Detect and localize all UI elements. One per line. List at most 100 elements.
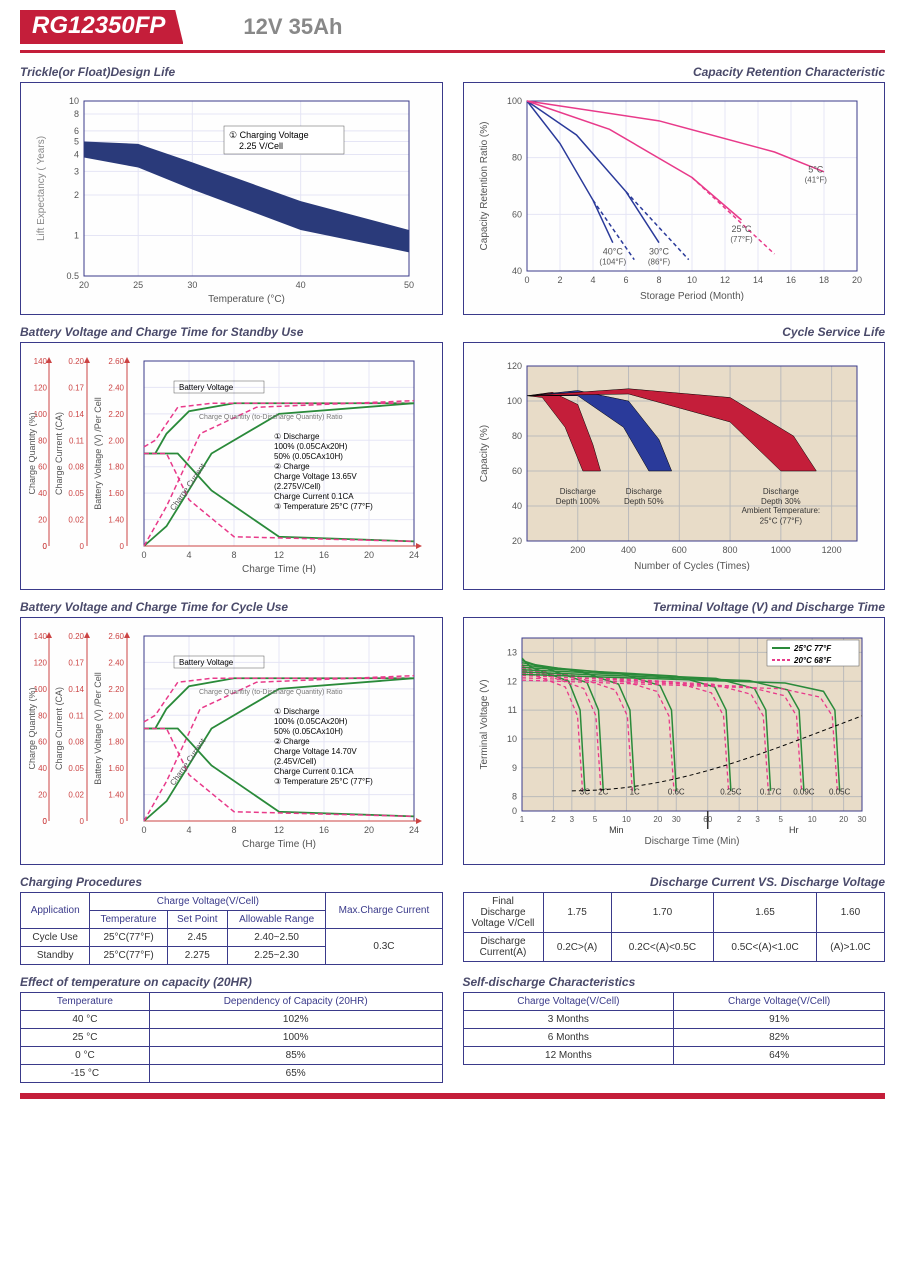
svg-text:5: 5 [592,815,597,824]
svg-text:5: 5 [778,815,783,824]
svg-text:Charge Quantity (%): Charge Quantity (%) [29,687,37,769]
chart5-title: Battery Voltage and Charge Time for Cycl… [20,600,443,614]
svg-text:0: 0 [120,817,125,826]
svg-text:1.80: 1.80 [108,463,124,472]
svg-text:Charge Current (CA): Charge Current (CA) [54,687,64,770]
svg-text:0.6C: 0.6C [667,788,684,797]
svg-text:Discharge: Discharge [762,487,799,496]
svg-text:(2.45V/Cell): (2.45V/Cell) [274,757,317,766]
svg-text:0.14: 0.14 [68,685,84,694]
svg-text:18: 18 [818,275,828,285]
svg-text:Min: Min [609,825,624,835]
svg-text:16: 16 [319,550,329,560]
svg-text:2.00: 2.00 [108,436,124,445]
svg-text:3: 3 [569,815,574,824]
svg-text:20: 20 [839,815,848,824]
svg-text:Charge Current (CA): Charge Current (CA) [54,412,64,495]
svg-text:0: 0 [141,825,146,835]
svg-text:Charge Voltage 13.65V: Charge Voltage 13.65V [274,472,357,481]
svg-text:20: 20 [38,516,47,525]
svg-text:③ Temperature 25°C (77°F): ③ Temperature 25°C (77°F) [274,502,373,511]
chart6: 89101112130123510203060235102030MinHrDis… [463,617,886,865]
svg-text:13: 13 [506,647,516,657]
svg-text:10: 10 [506,734,516,744]
svg-text:1.60: 1.60 [108,764,124,773]
svg-text:16: 16 [785,275,795,285]
svg-text:(2.275V/Cell): (2.275V/Cell) [274,482,321,491]
svg-text:① Discharge: ① Discharge [274,707,320,716]
svg-text:Depth 30%: Depth 30% [761,497,801,506]
svg-text:0: 0 [120,542,125,551]
svg-text:25°C (77°F): 25°C (77°F) [759,517,802,526]
svg-text:Charge Time (H): Charge Time (H) [242,839,316,850]
model-badge: RG12350FP [20,10,183,44]
svg-text:0: 0 [43,542,48,551]
svg-text:0.02: 0.02 [68,791,84,800]
svg-text:① Charging Voltage: ① Charging Voltage [229,130,309,140]
table2: Final Discharge Voltage V/Cell1.751.701.… [463,892,886,962]
svg-text:60: 60 [38,738,47,747]
svg-text:Charge Quantity (to-Discharge: Charge Quantity (to-Discharge Quantity) … [199,414,343,421]
svg-text:0.5: 0.5 [66,271,79,281]
svg-text:50: 50 [404,280,414,290]
chart1: 0.51234568102025304050① Charging Voltage… [20,82,443,315]
svg-text:50% (0.05CAx10H): 50% (0.05CAx10H) [274,452,343,461]
svg-text:8: 8 [656,275,661,285]
svg-text:40: 40 [511,266,521,276]
svg-text:0: 0 [511,806,516,816]
svg-text:24: 24 [409,550,419,560]
svg-text:1.60: 1.60 [108,489,124,498]
svg-text:10: 10 [686,275,696,285]
svg-text:20: 20 [364,550,374,560]
chart5: 0200.021.40400.051.60600.081.80800.112.0… [20,617,443,865]
svg-text:8: 8 [74,109,79,119]
svg-text:140: 140 [34,632,48,641]
svg-text:(77°F): (77°F) [730,235,753,244]
svg-text:(86°F): (86°F) [647,258,670,267]
svg-text:③ Temperature 25°C (77°F): ③ Temperature 25°C (77°F) [274,777,373,786]
svg-text:24: 24 [409,825,419,835]
svg-text:Ambient Temperature:: Ambient Temperature: [741,506,820,515]
svg-text:5°C: 5°C [808,165,824,175]
svg-text:100: 100 [506,396,521,406]
svg-text:2.00: 2.00 [108,711,124,720]
svg-text:3: 3 [755,815,760,824]
svg-text:2.20: 2.20 [108,410,124,419]
svg-text:2.25 V/Cell: 2.25 V/Cell [239,141,283,151]
svg-text:30: 30 [187,280,197,290]
svg-text:0: 0 [43,817,48,826]
svg-text:10: 10 [69,96,79,106]
svg-text:120: 120 [506,361,521,371]
svg-text:12: 12 [274,825,284,835]
svg-text:2: 2 [551,815,556,824]
table4: Charge Voltage(V/Cell)Charge Voltage(V/C… [463,992,886,1065]
svg-text:0.25C: 0.25C [720,788,742,797]
svg-text:1.40: 1.40 [108,516,124,525]
svg-text:0.11: 0.11 [69,711,85,720]
svg-text:25°C 77°F: 25°C 77°F [793,644,832,653]
svg-text:0: 0 [524,275,529,285]
chart1-title: Trickle(or Float)Design Life [20,65,443,79]
svg-text:2.40: 2.40 [108,383,124,392]
svg-text:25°C: 25°C [731,224,752,234]
svg-text:0.02: 0.02 [68,516,84,525]
chart3-title: Battery Voltage and Charge Time for Stan… [20,325,443,339]
svg-text:3: 3 [74,166,79,176]
svg-text:80: 80 [511,153,521,163]
svg-text:1.80: 1.80 [108,738,124,747]
table3-title: Effect of temperature on capacity (20HR) [20,975,443,989]
svg-text:Terminal Voltage (V): Terminal Voltage (V) [479,679,490,769]
svg-text:50% (0.05CAx10H): 50% (0.05CAx10H) [274,727,343,736]
svg-text:4: 4 [74,150,79,160]
svg-text:10: 10 [807,815,816,824]
chart2: 0246810121416182040608010040°C(104°F)30°… [463,82,886,315]
svg-text:Depth 50%: Depth 50% [623,497,663,506]
svg-text:0.05C: 0.05C [828,788,850,797]
svg-text:30°C: 30°C [648,247,669,257]
header: RG12350FP 12V 35Ah [20,10,885,44]
svg-text:0.20: 0.20 [68,632,84,641]
svg-text:2: 2 [74,190,79,200]
svg-text:40: 40 [511,501,521,511]
svg-text:2: 2 [557,275,562,285]
header-divider [20,50,885,53]
